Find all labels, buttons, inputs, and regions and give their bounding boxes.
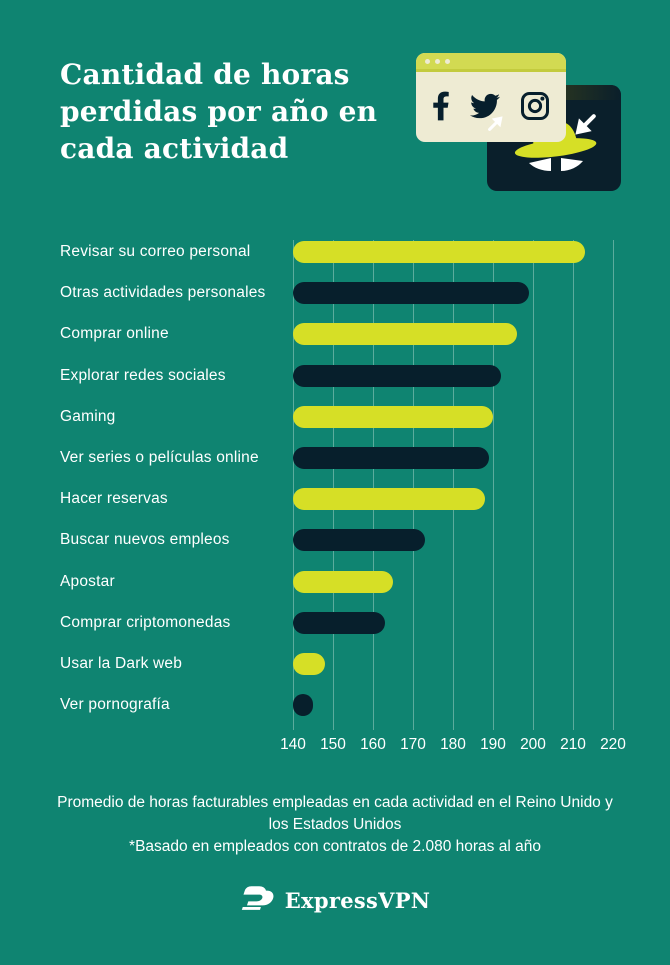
category-label: Comprar criptomonedas [60, 614, 231, 631]
bar-3 [293, 323, 517, 345]
caption-text: Promedio de horas facturables empleadas … [57, 794, 613, 833]
instagram-icon [520, 91, 550, 126]
x-tick-label-140: 140 [280, 736, 306, 753]
gridline-220 [613, 240, 614, 730]
category-label: Otras actividades personales [60, 284, 266, 301]
x-tick-label-160: 160 [360, 736, 386, 753]
page-title-line3: cada actividad [60, 132, 289, 165]
window-dot [425, 58, 430, 64]
page-title-line2: perdidas por año en [60, 95, 378, 128]
bar-5 [293, 406, 493, 428]
category-label: Usar la Dark web [60, 655, 183, 672]
facebook-icon [432, 90, 450, 127]
category-label: Ver series o películas online [60, 449, 259, 466]
category-label: Explorar redes sociales [60, 367, 226, 384]
hours-bar-chart: 140 150 160 170 180 190 200 210 220 Revisar su co… [60, 240, 626, 753]
window-dot [445, 58, 450, 64]
bar-6 [293, 447, 489, 469]
bar-12 [293, 694, 313, 716]
cursor-icon [569, 107, 603, 146]
gridline-160 [373, 240, 374, 730]
category-label: Hacer reservas [60, 490, 168, 507]
category-label: Ver pornografía [60, 696, 170, 713]
x-tick-label-200: 200 [520, 736, 546, 753]
gridline-210 [573, 240, 574, 730]
twitter-icon [468, 91, 502, 126]
x-tick-label-210: 210 [560, 736, 586, 753]
category-label: Revisar su correo personal [60, 243, 251, 260]
bar-1 [293, 241, 585, 263]
gridline-200 [533, 240, 534, 730]
gridline-150 [333, 240, 334, 730]
x-tick-label-180: 180 [440, 736, 466, 753]
gridline-180 [453, 240, 454, 730]
bar-2 [293, 282, 529, 304]
x-tick-label-170: 170 [400, 736, 426, 753]
gridline-170 [413, 240, 414, 730]
brand-logo: ExpressVPN [0, 884, 670, 917]
chart-caption: Promedio de horas facturables empleadas … [55, 792, 615, 858]
bar-4 [293, 365, 501, 387]
category-label: Buscar nuevos empleos [60, 531, 230, 548]
social-window-titlebar [416, 53, 566, 72]
x-tick-label-220: 220 [600, 736, 626, 753]
social-browser-window [416, 53, 566, 142]
hero-illustration [410, 46, 640, 196]
bar-9 [293, 571, 393, 593]
page-title: Cantidad de horas perdidas por año en ca… [60, 56, 377, 167]
brand-wordmark: ExpressVPN [284, 888, 431, 913]
caption-note: *Basado en empleados con contratos de 2.… [129, 838, 541, 855]
page-title-line1: Cantidad de horas [60, 58, 350, 91]
bar-7 [293, 488, 485, 510]
bar-8 [293, 529, 425, 551]
gridline-190 [493, 240, 494, 730]
cursor-icon [482, 111, 508, 142]
social-icons-row [416, 72, 566, 127]
window-dot [435, 58, 440, 64]
bar-11 [293, 653, 325, 675]
expressvpn-icon [240, 884, 276, 917]
category-label: Apostar [60, 573, 115, 590]
category-label: Comprar online [60, 325, 169, 342]
gridline-140 [293, 240, 294, 730]
x-tick-label-150: 150 [320, 736, 346, 753]
x-tick-label-190: 190 [480, 736, 506, 753]
category-label: Gaming [60, 408, 116, 425]
bar-10 [293, 612, 385, 634]
